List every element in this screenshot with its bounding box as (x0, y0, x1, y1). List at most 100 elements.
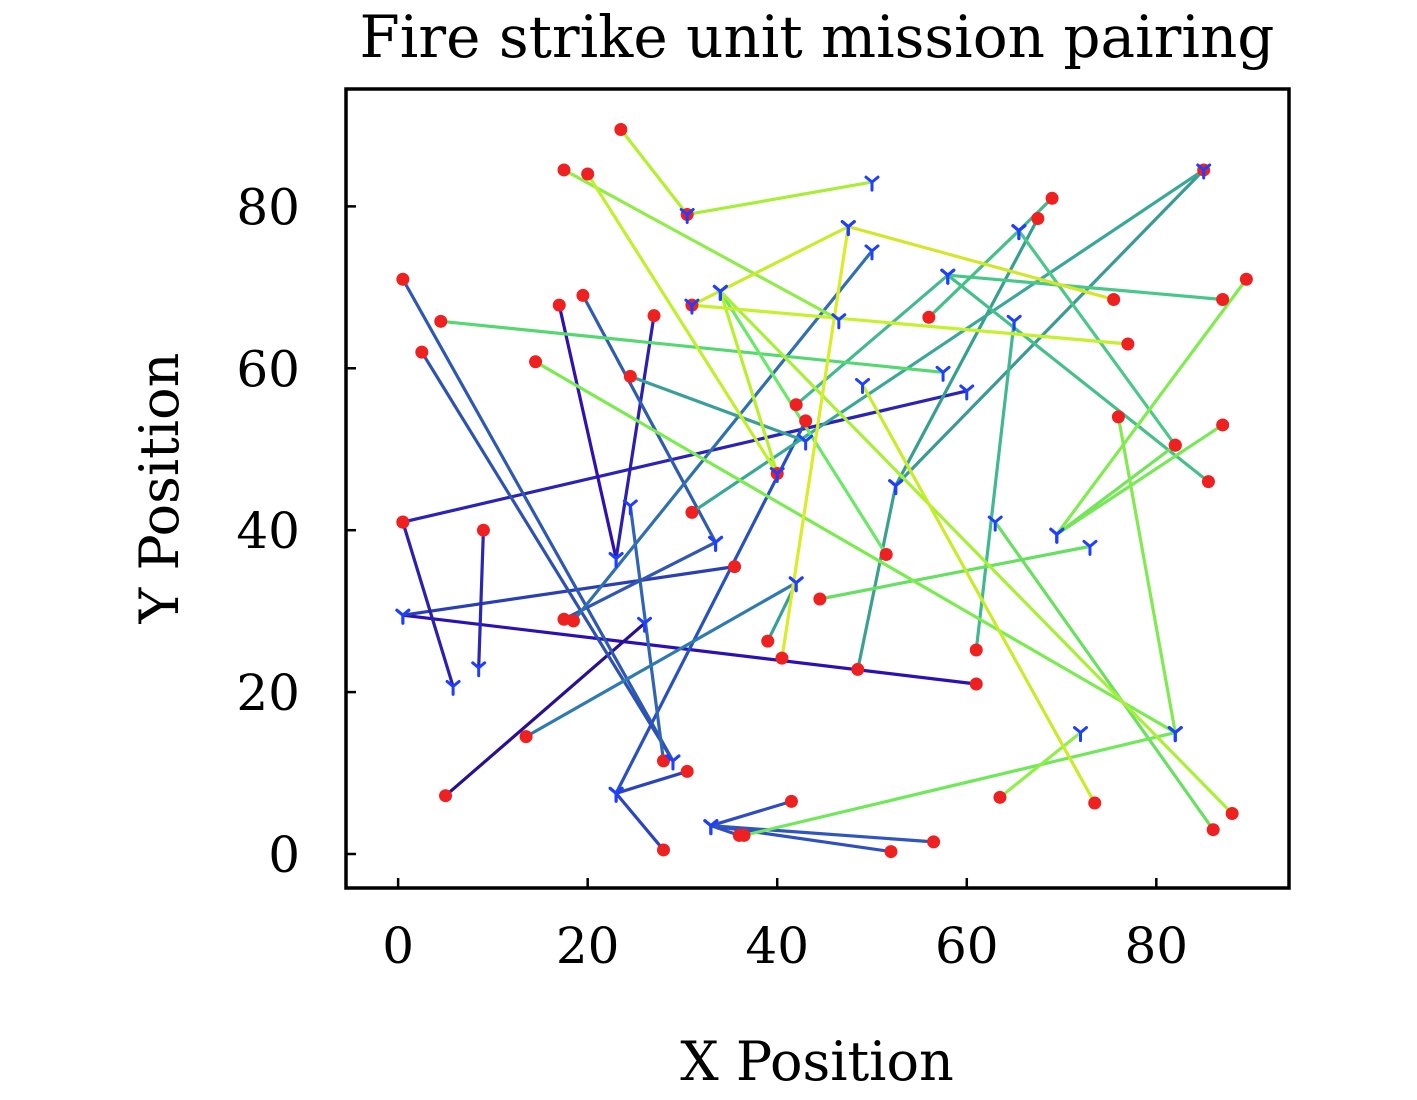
unit-point (769, 467, 785, 484)
target-point (623, 369, 637, 383)
unit-point (665, 754, 681, 771)
y-tick-label: 40 (236, 502, 300, 560)
target-point (434, 314, 448, 328)
pairing-line (1055, 423, 1225, 536)
y-tick-label: 0 (268, 826, 300, 884)
unit-point (708, 535, 724, 552)
pairing-line (619, 127, 689, 217)
target-point (789, 398, 803, 412)
x-tick-label: 60 (935, 917, 999, 975)
target-point (728, 560, 742, 574)
unit-point (637, 616, 653, 633)
x-tick-label: 0 (382, 917, 414, 975)
unit-point (684, 298, 700, 315)
target-point (396, 272, 410, 286)
target-point (1088, 796, 1102, 810)
unit-point (1049, 527, 1065, 544)
target-point (1225, 807, 1239, 821)
y-tick-label: 20 (236, 664, 300, 722)
target-point (922, 310, 936, 324)
pairing-line (1116, 415, 1177, 735)
unit-point (855, 377, 871, 394)
unit-point (395, 608, 411, 625)
target-point (799, 414, 813, 428)
target-point (647, 309, 661, 323)
target-point (685, 505, 699, 519)
target-point (1107, 292, 1121, 306)
pairing-line (998, 730, 1083, 799)
target-point (614, 122, 628, 136)
pairing-line (524, 581, 798, 739)
pairing-line (818, 544, 1092, 601)
pairing-line (860, 382, 1097, 805)
unit-point (712, 284, 728, 301)
pairing-line (614, 314, 656, 561)
pairing-line (401, 389, 969, 524)
pairing-line (894, 168, 1206, 488)
pairing-line (742, 730, 1177, 837)
pairing-line (690, 225, 850, 307)
target-point (1121, 337, 1135, 351)
pairing-line (690, 168, 1206, 514)
pairing-line (718, 289, 779, 476)
pairing-line (420, 350, 675, 763)
target-point (813, 592, 827, 606)
pairing-line (614, 419, 808, 795)
pairing-line (614, 769, 689, 795)
pairing-line (709, 824, 936, 844)
pairing-line (709, 799, 794, 828)
plot-area (395, 122, 1253, 859)
unit-point (1073, 726, 1088, 743)
target-point (993, 790, 1007, 804)
unit-point (622, 499, 638, 516)
target-point (1239, 272, 1253, 286)
unit-point (679, 207, 695, 224)
target-point (576, 288, 590, 302)
unit-point (940, 268, 956, 285)
target-point (884, 845, 898, 859)
pairing-line (1055, 443, 1177, 536)
x-tick-label: 20 (556, 917, 620, 975)
unit-point (788, 576, 804, 593)
target-point (851, 662, 865, 676)
pairing-line (628, 504, 666, 763)
target-point (927, 835, 941, 849)
target-point (879, 547, 893, 561)
pairing-line (586, 172, 779, 476)
pairing-line (993, 520, 1215, 832)
target-point (1206, 823, 1220, 837)
pairing-line (794, 273, 950, 407)
target-point (775, 651, 789, 665)
x-tick-label: 40 (745, 917, 809, 975)
pairing-line (439, 319, 945, 374)
target-point (656, 843, 670, 857)
unit-point (1006, 314, 1022, 331)
target-point (476, 523, 490, 537)
pairing-line (401, 520, 455, 689)
pairing-line (927, 229, 1021, 319)
target-point (581, 167, 595, 181)
target-point (969, 643, 983, 657)
pairing-line (562, 168, 841, 322)
target-point (1045, 191, 1059, 205)
target-point (784, 794, 798, 808)
unit-point (959, 384, 975, 401)
target-point (1216, 418, 1230, 432)
unit-point (935, 365, 951, 382)
unit-point (1167, 726, 1183, 743)
target-point (552, 298, 566, 312)
axis-ticks: 0 20 40 60 80 0 20 40 60 80 (236, 178, 1188, 975)
target-point (566, 614, 580, 628)
x-tick-label: 80 (1125, 917, 1189, 975)
target-point (396, 515, 410, 529)
target-point (519, 730, 533, 744)
pairing-line (533, 360, 1177, 735)
unit-point (445, 679, 461, 696)
pairing-line (614, 791, 666, 852)
unit-point (888, 479, 904, 496)
pairing-line (718, 289, 1234, 816)
target-point (557, 163, 571, 177)
unit-point (1196, 163, 1212, 180)
pairing-line (628, 374, 808, 443)
pairing-line (974, 319, 1016, 652)
